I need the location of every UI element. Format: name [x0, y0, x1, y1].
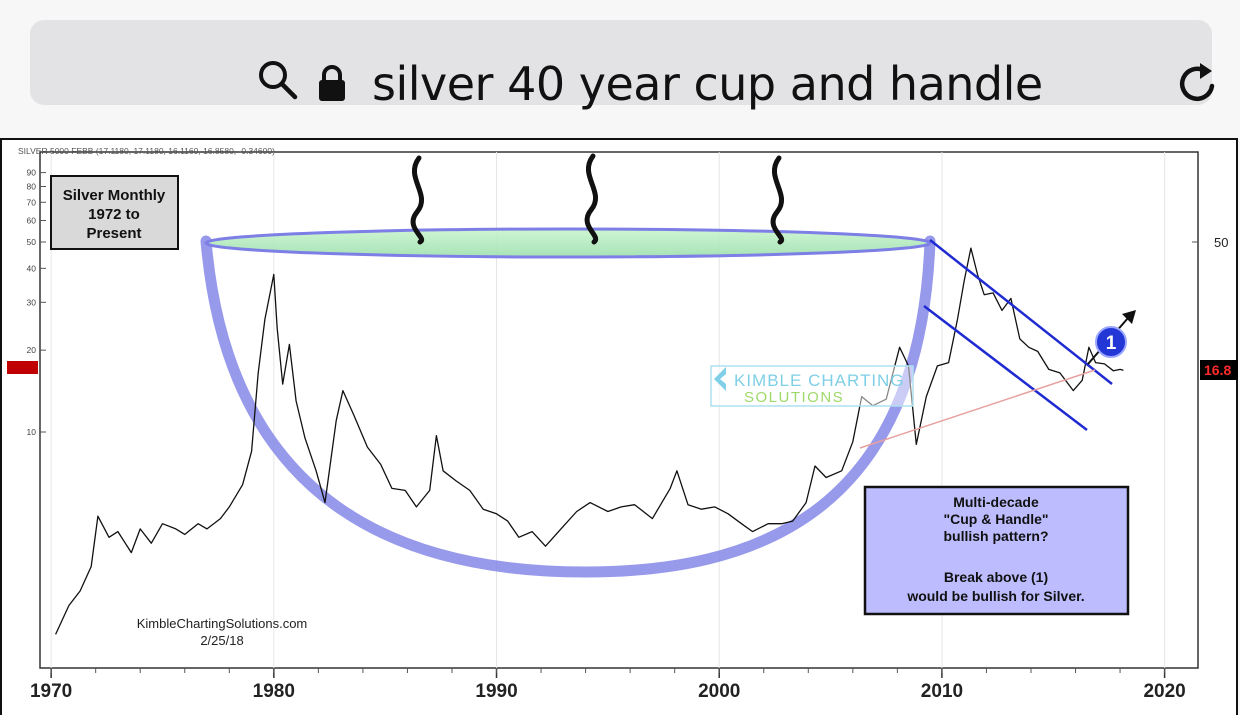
watermark-logo: KIMBLE CHARTING SOLUTIONS: [710, 365, 914, 407]
x-axis: 1970 1980 1990 2000 2010 2020: [30, 668, 1186, 702]
breakout-marker: [1095, 326, 1127, 358]
x-tick-label: 1980: [253, 681, 295, 702]
title-box: Silver Monthly 1972 to Present: [50, 175, 179, 250]
title-line-2: 1972 to: [88, 206, 140, 223]
steam-squiggle-3: [770, 155, 785, 245]
annotation-box: Multi-decade "Cup & Handle" bullish patt…: [863, 485, 1130, 616]
chart-header: SILVER 5000 FEBB (17.1180, 17.1180, 16.1…: [18, 146, 275, 156]
reload-icon[interactable]: [1174, 60, 1222, 108]
cup-arc: [200, 235, 936, 578]
annotation-line-5: Break above (1): [944, 569, 1048, 585]
annotation-line-3: bullish pattern?: [944, 528, 1049, 544]
steam-squiggle-2: [584, 153, 599, 245]
credit-date: 2/25/18: [200, 633, 243, 648]
left-price-tag: [7, 361, 38, 374]
url-text[interactable]: silver 40 year cup and handle: [372, 57, 1043, 111]
silver-monthly-chart: SILVER 5000 FEBB (17.1180, 17.1180, 16.1…: [7, 146, 1238, 702]
x-tick-label: 2000: [698, 681, 740, 702]
annotation-line-1: Multi-decade: [953, 494, 1039, 510]
channel-upper-line: [929, 239, 1113, 385]
breakout-marker-label: 1: [1106, 333, 1117, 354]
channel-lower-line: [923, 305, 1088, 431]
title-line-1: Silver Monthly: [63, 187, 166, 204]
y-tick-label: 70: [27, 197, 37, 207]
support-line: [859, 369, 1096, 449]
y-tick-label: 80: [27, 182, 37, 192]
y-tick-label: 90: [27, 168, 37, 178]
y-tick-label: 10: [27, 427, 37, 437]
y-tick-label: 40: [27, 263, 37, 273]
x-tick-label: 2020: [1143, 681, 1185, 702]
annotation-line-6: would be bullish for Silver.: [906, 588, 1084, 604]
watermark-line-1: KIMBLE CHARTING: [734, 371, 905, 390]
search-icon[interactable]: [256, 58, 300, 102]
left-y-axis: 90 80 70 60 50 40 30 20 10: [27, 168, 46, 437]
steam-squiggle-1: [410, 155, 425, 245]
lock-icon: [319, 65, 345, 101]
breakout-arrow-head: [1122, 310, 1136, 324]
right-price-tag-label: 16.8: [1204, 362, 1231, 378]
kimble-logo-icon: [714, 367, 726, 391]
y-tick-label: 20: [27, 345, 37, 355]
address-bar[interactable]: silver 40 year cup and handle: [30, 20, 1215, 111]
title-line-3: Present: [86, 225, 141, 242]
cup-rim: [204, 227, 932, 259]
x-tick-label: 1990: [475, 681, 517, 702]
browser-toolbar: silver 40 year cup and handle: [0, 0, 1240, 138]
right-y-axis: 50: [1192, 235, 1228, 250]
watermark-line-2: SOLUTIONS: [744, 389, 844, 406]
y-tick-label: 30: [27, 297, 37, 307]
y-tick-label-right: 50: [1214, 235, 1228, 250]
y-tick-label: 60: [27, 215, 37, 225]
annotation-line-2: "Cup & Handle": [943, 511, 1048, 527]
x-tick-label: 1970: [30, 681, 72, 702]
credit-site: KimbleChartingSolutions.com: [137, 616, 308, 631]
x-tick-label: 2010: [921, 681, 963, 702]
silver-price-line: [55, 247, 1124, 635]
right-price-tag: [1200, 360, 1238, 380]
y-tick-label: 50: [27, 237, 37, 247]
